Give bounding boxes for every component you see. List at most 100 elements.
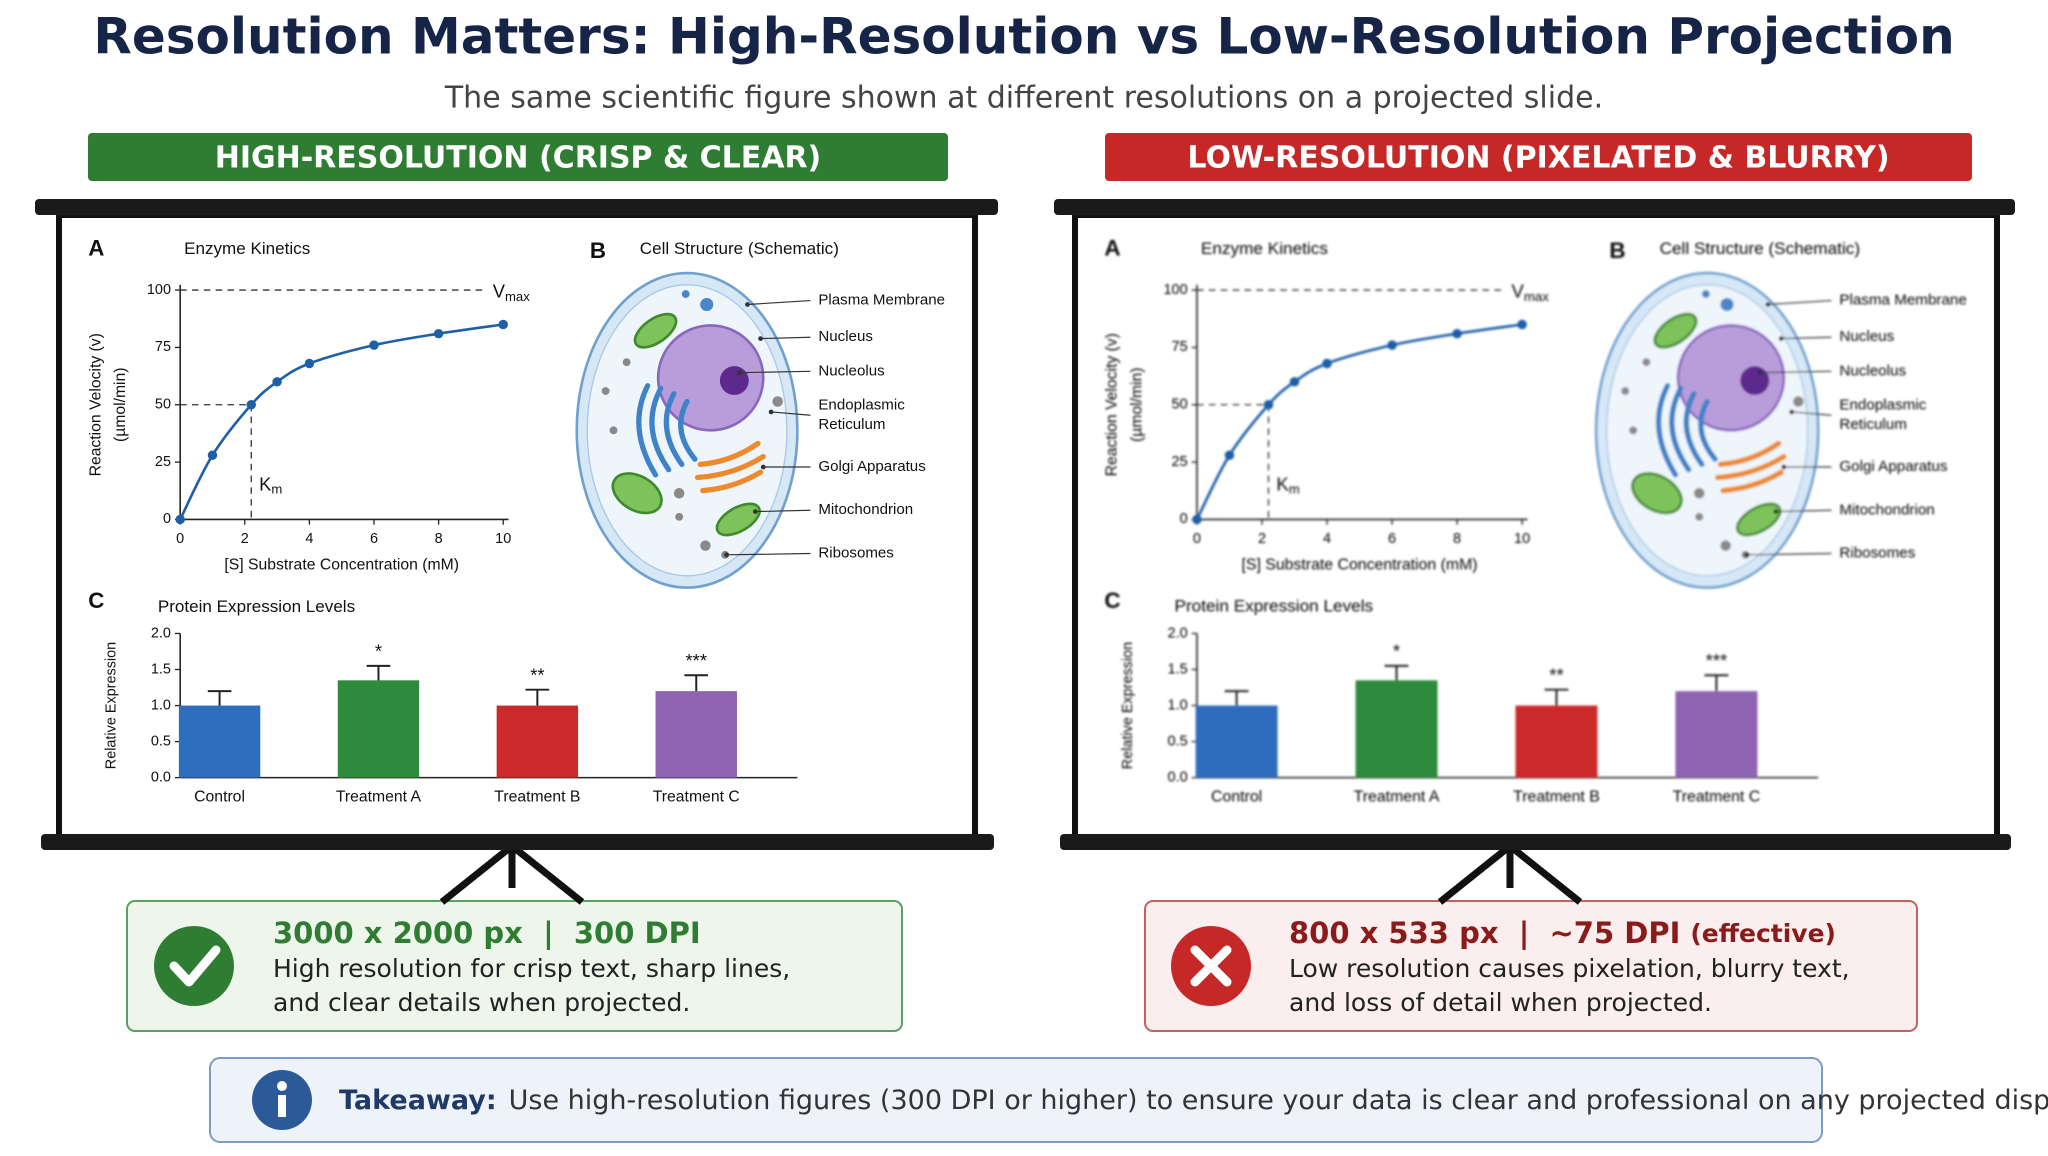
info-icon-dot xyxy=(277,1081,287,1091)
x-tick-label: 0 xyxy=(176,531,184,547)
y-tick-label: 0 xyxy=(1180,511,1188,527)
panel-title: Cell Structure (Schematic) xyxy=(1660,239,1861,258)
leader-line xyxy=(1781,336,1832,340)
leader-dot xyxy=(758,336,763,341)
panel-title: Protein Expression Levels xyxy=(158,597,355,616)
data-point xyxy=(246,400,256,410)
panel-letter: C xyxy=(1104,588,1120,613)
y-axis-label: Reaction Velocity (v) xyxy=(87,333,104,476)
y-tick-label: 0 xyxy=(163,511,171,527)
vmax-sub: max xyxy=(1524,289,1549,304)
section-header-label: LOW-RESOLUTION (PIXELATED & BLURRY) xyxy=(1187,141,1889,176)
cross-mark xyxy=(1190,945,1232,987)
data-point xyxy=(1452,328,1462,339)
leader-dot xyxy=(1773,509,1779,514)
y-axis-label: Relative Expression xyxy=(104,642,120,769)
significance: *** xyxy=(1706,650,1728,671)
info-box xyxy=(1144,900,1918,1032)
leader-dot xyxy=(1781,464,1787,470)
section-header xyxy=(88,133,948,181)
x-tick-label: 6 xyxy=(370,531,378,547)
error-bar xyxy=(207,690,232,706)
leader-line xyxy=(726,552,811,556)
screen-rod xyxy=(1060,834,2011,850)
bar xyxy=(1515,705,1598,778)
x-tick-label: 6 xyxy=(1388,531,1396,547)
cell-label: Plasma Membrane xyxy=(818,292,945,309)
y-axis-label: Relative Expression xyxy=(1120,642,1136,769)
screen-rod xyxy=(41,834,994,850)
y-axis-label: (µmol/min) xyxy=(112,367,129,442)
km-base: K xyxy=(1276,473,1289,494)
panel-letter: A xyxy=(88,235,104,260)
y-tick-label: 100 xyxy=(147,282,171,298)
y-tick-label: 0.0 xyxy=(151,769,171,785)
check-icon xyxy=(154,926,234,1006)
km-base: K xyxy=(259,473,272,494)
cell-schematic xyxy=(1596,273,1818,588)
panel-letter: B xyxy=(590,238,606,263)
cell-label: Plasma Membrane xyxy=(1839,292,1966,309)
panel-title: Enzyme Kinetics xyxy=(1201,239,1328,258)
leader-dot xyxy=(745,302,750,307)
bar xyxy=(178,705,261,778)
x-tick-label: 0 xyxy=(1193,531,1201,547)
error-bar xyxy=(1544,688,1569,706)
data-point xyxy=(1192,514,1202,525)
cell-label: Reticulum xyxy=(818,416,885,433)
x-tick-label: 2 xyxy=(241,531,249,547)
km-label: Km xyxy=(1276,473,1299,497)
x-tick-label: Treatment A xyxy=(1354,789,1440,806)
bar xyxy=(1195,705,1278,778)
y-tick-label: 0.0 xyxy=(1167,770,1187,786)
leader-dot xyxy=(752,509,758,514)
panel-title: Cell Structure (Schematic) xyxy=(640,239,839,258)
x-axis-label: [S] Substrate Concentration (mM) xyxy=(224,556,459,573)
cell-label: Ribosomes xyxy=(1839,545,1915,562)
data-point xyxy=(1387,340,1397,350)
leader-dot xyxy=(737,370,742,376)
error-bar xyxy=(1384,664,1409,681)
panel-letter: C xyxy=(88,588,104,613)
vmax-base: V xyxy=(493,281,506,302)
leader-dot xyxy=(724,552,729,558)
data-point xyxy=(272,377,282,387)
leader-line xyxy=(1746,552,1832,556)
takeaway-box xyxy=(209,1057,1823,1143)
cell-label: Nucleus xyxy=(818,328,873,345)
panel-letter: A xyxy=(1104,235,1120,260)
tripod-leg xyxy=(509,843,585,905)
significance: ** xyxy=(530,664,544,685)
leader-line xyxy=(1767,299,1832,306)
x-tick-label: Treatment B xyxy=(494,788,580,805)
takeaway-label: Takeaway: xyxy=(339,1085,497,1116)
data-point xyxy=(1289,377,1300,387)
bar xyxy=(337,680,420,778)
data-point xyxy=(207,450,218,460)
check-mark xyxy=(169,945,221,987)
data-point xyxy=(369,340,379,350)
y-tick-label: 0.5 xyxy=(1167,733,1187,749)
y-tick-label: 2.0 xyxy=(151,625,171,641)
panel-title: Enzyme Kinetics xyxy=(184,239,310,258)
x-tick-label: 10 xyxy=(1514,531,1530,547)
bar xyxy=(655,691,737,778)
error-bar xyxy=(684,674,709,692)
cell-label: Endoplasmic xyxy=(1839,396,1926,413)
bar xyxy=(496,705,579,778)
error-bar xyxy=(525,688,550,706)
x-tick-label: 2 xyxy=(1258,531,1266,547)
y-tick-label: 2.0 xyxy=(1167,625,1187,641)
error-bar xyxy=(1224,690,1249,706)
tripod-leg xyxy=(1437,843,1513,905)
page-title: Resolution Matters: High-Resolution vs L… xyxy=(93,8,1954,66)
y-tick-label: 50 xyxy=(155,397,171,413)
cell-label: Ribosomes xyxy=(818,545,893,562)
panel-letter: B xyxy=(1609,238,1625,263)
x-tick-label: 8 xyxy=(1453,531,1461,547)
cell-label: Nucleolus xyxy=(1839,362,1906,379)
vmax-base: V xyxy=(1512,281,1525,302)
y-tick-label: 0.5 xyxy=(151,733,171,749)
